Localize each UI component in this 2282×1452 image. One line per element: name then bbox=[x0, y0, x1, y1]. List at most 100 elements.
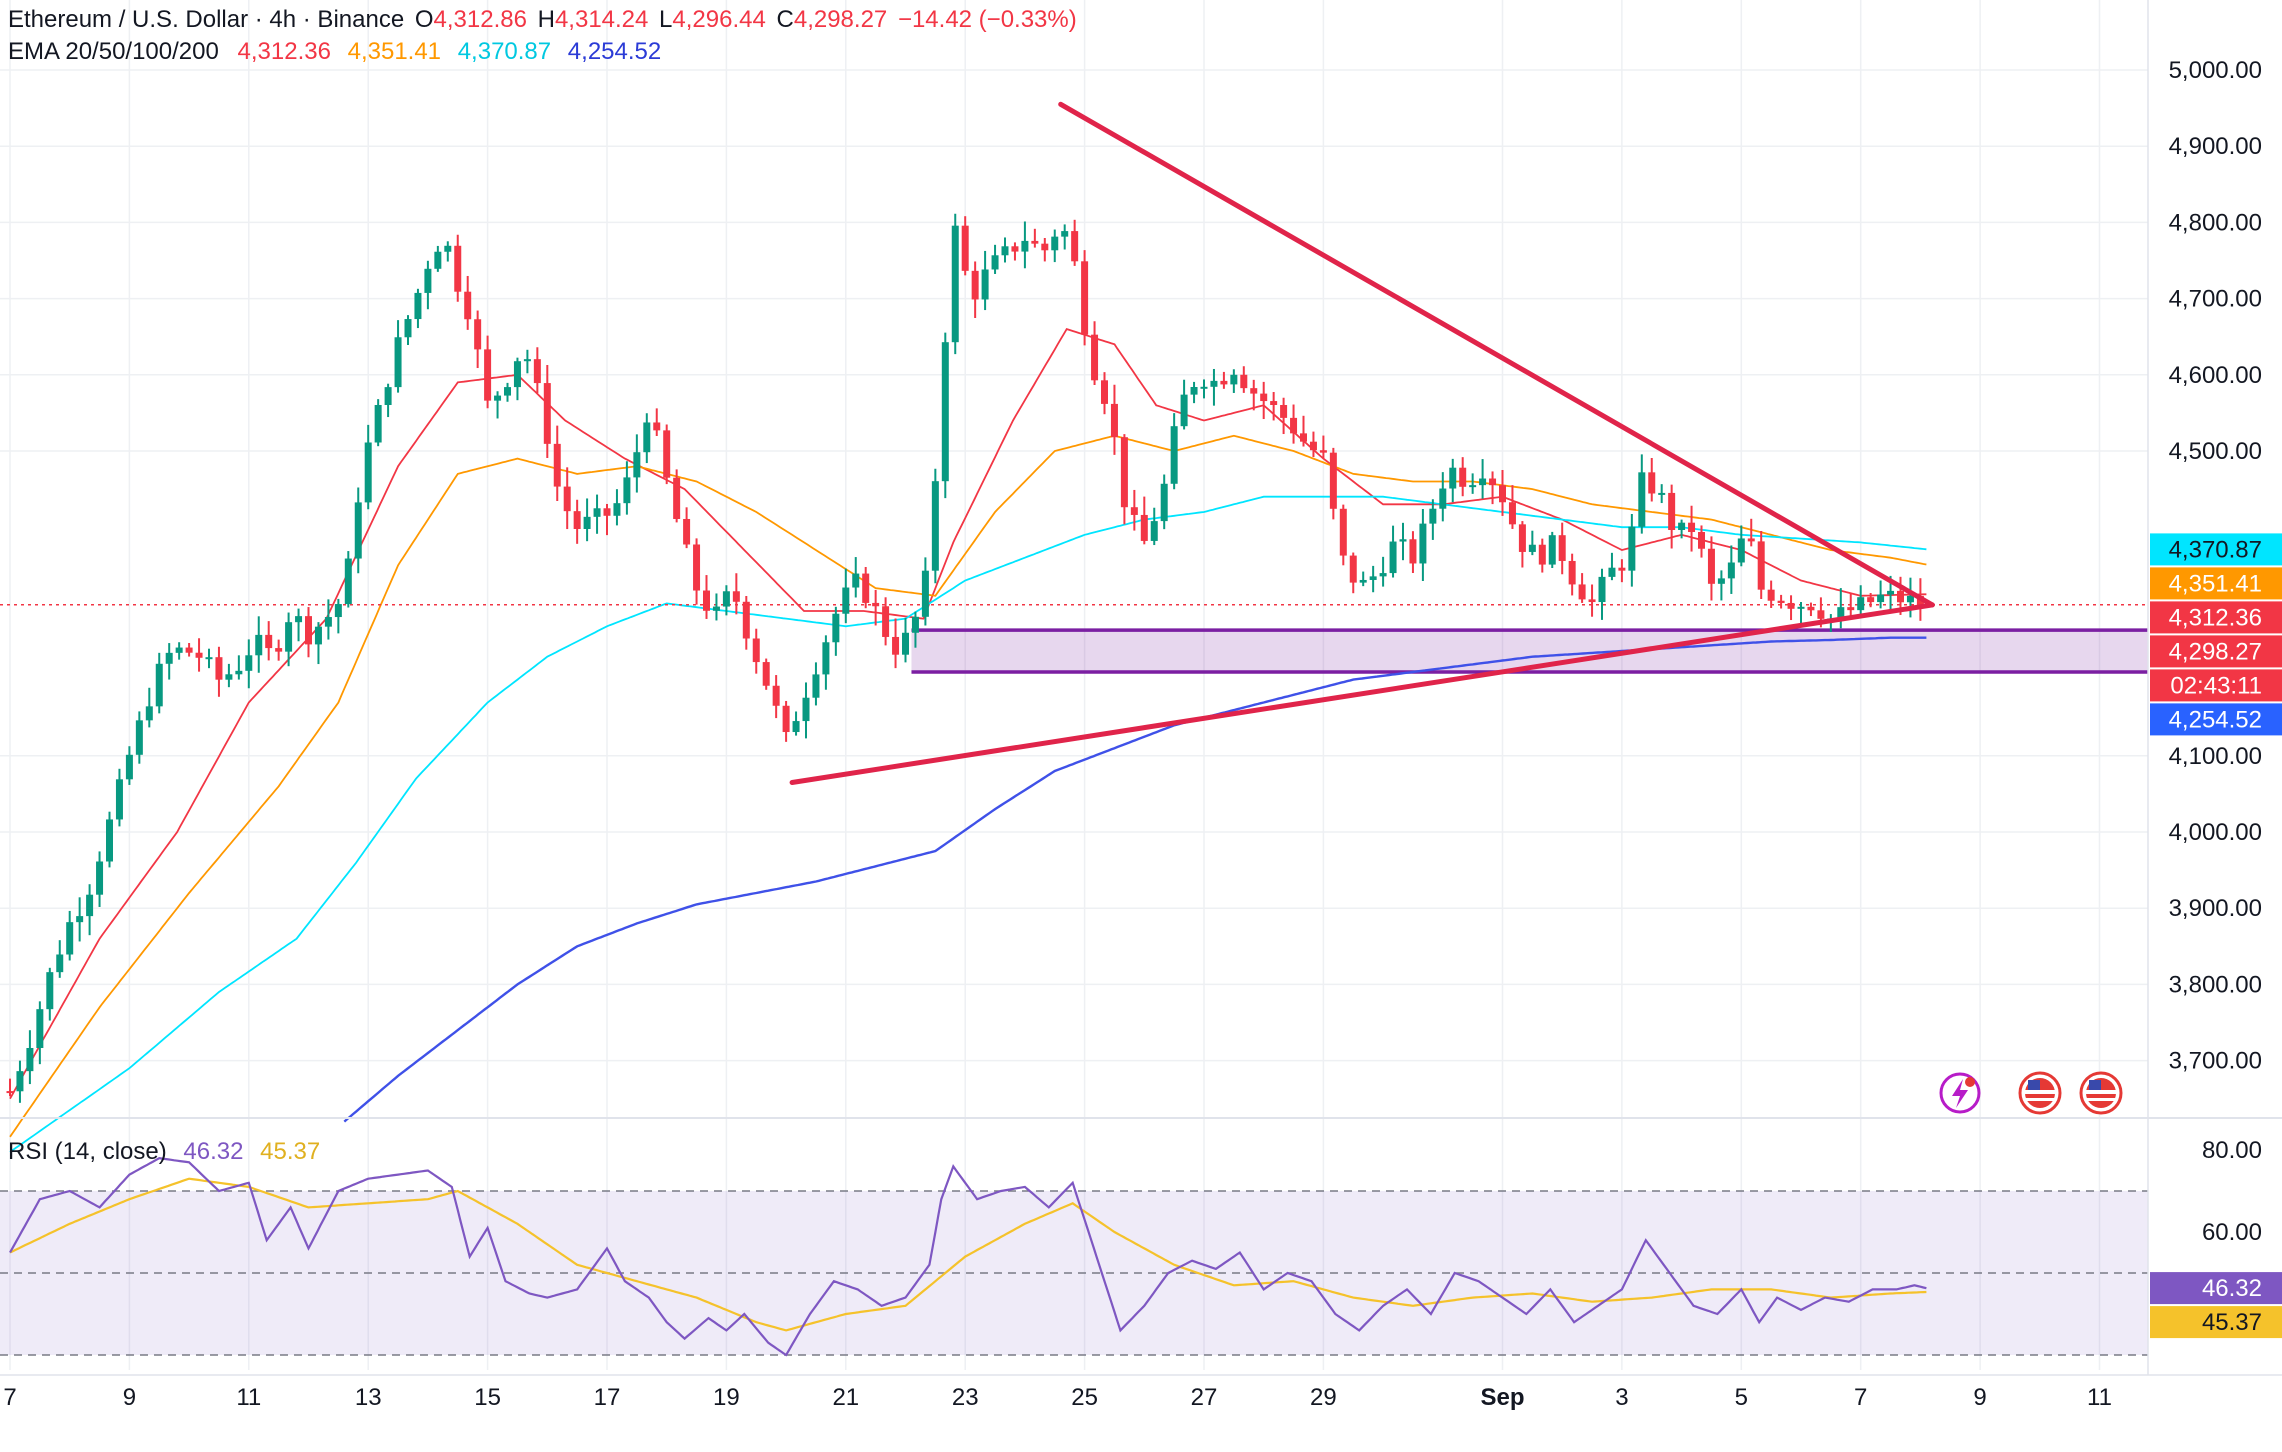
us-flag-icon[interactable] bbox=[2079, 1071, 2123, 1115]
price-axis-badge-text: 4,370.87 bbox=[2169, 536, 2262, 563]
time-tick-label: 15 bbox=[474, 1384, 501, 1411]
open-label: O bbox=[414, 6, 434, 33]
candle-body bbox=[722, 591, 730, 607]
candle-body bbox=[1160, 483, 1168, 522]
candles bbox=[6, 213, 1924, 1103]
candle-body bbox=[1110, 403, 1118, 438]
candle-body bbox=[1439, 488, 1447, 509]
candle-body bbox=[76, 916, 84, 923]
rsi-ma-value: 45.37 bbox=[260, 1138, 321, 1165]
price-tick-label: 4,700.00 bbox=[2169, 286, 2262, 313]
ema200-line bbox=[343, 636, 1927, 1123]
candle-body bbox=[1499, 485, 1506, 503]
low-value: 4,296.44 bbox=[672, 6, 766, 33]
candle-body bbox=[961, 225, 969, 271]
candle-body bbox=[623, 477, 631, 504]
candle-body bbox=[484, 349, 492, 401]
price-tick-label: 4,100.00 bbox=[2169, 743, 2262, 770]
candle-body bbox=[1130, 507, 1138, 515]
us-flag-icon[interactable] bbox=[2018, 1071, 2062, 1115]
candle-body bbox=[504, 387, 511, 396]
candle-body bbox=[1787, 602, 1795, 609]
candle-body bbox=[812, 674, 820, 698]
time-tick-label: 21 bbox=[832, 1384, 859, 1411]
candle-body bbox=[1280, 404, 1288, 418]
candle-body bbox=[832, 613, 840, 643]
candle-body bbox=[1588, 599, 1596, 603]
candle-body bbox=[802, 697, 810, 722]
candle-body bbox=[1628, 526, 1636, 571]
candle-body bbox=[1399, 539, 1407, 542]
price-axis-badge-text: 4,312.36 bbox=[2169, 604, 2262, 631]
candle-body bbox=[1518, 524, 1526, 552]
high-label: H bbox=[537, 6, 555, 33]
time-tick-label: 17 bbox=[594, 1384, 621, 1411]
candle-body bbox=[1021, 240, 1029, 252]
rsi-tick-label: 60.00 bbox=[2202, 1219, 2262, 1246]
candle-body bbox=[1698, 532, 1705, 549]
candle-body bbox=[1379, 573, 1387, 577]
candle-body bbox=[1359, 579, 1367, 583]
ema20-line bbox=[9, 328, 1927, 1100]
price-axis-badge bbox=[2150, 703, 2282, 736]
candle-body bbox=[941, 342, 949, 482]
candle-body bbox=[1051, 236, 1059, 251]
candle-body bbox=[573, 511, 581, 529]
candle-body bbox=[513, 361, 521, 388]
candle-body bbox=[1857, 597, 1865, 611]
event-icons[interactable] bbox=[1939, 1071, 2123, 1115]
ema100-line bbox=[9, 495, 1927, 1153]
time-tick-label: 23 bbox=[952, 1384, 979, 1411]
price-axis-badge bbox=[2150, 669, 2282, 702]
candle-body bbox=[1120, 437, 1128, 508]
candle-body bbox=[712, 606, 720, 611]
price-tick-label: 4,000.00 bbox=[2169, 819, 2262, 846]
candle-body bbox=[1598, 576, 1606, 603]
candle-body bbox=[1180, 394, 1188, 427]
candle-body bbox=[324, 617, 332, 627]
ema200-value: 4,254.52 bbox=[567, 38, 662, 65]
candle-body bbox=[1369, 576, 1377, 580]
candle-body bbox=[235, 670, 243, 675]
candle-body bbox=[56, 954, 64, 973]
candle-body bbox=[1081, 261, 1089, 335]
candle-body bbox=[444, 245, 452, 252]
candle-body bbox=[1737, 538, 1745, 563]
candle-body bbox=[295, 616, 303, 623]
candle-body bbox=[852, 573, 860, 588]
candle-body bbox=[1508, 502, 1516, 525]
candle-body bbox=[1200, 386, 1208, 389]
candle-body bbox=[16, 1071, 24, 1092]
candle-body bbox=[354, 502, 362, 559]
candle-body bbox=[613, 503, 621, 516]
candle-body bbox=[872, 602, 880, 607]
candle-body bbox=[1867, 597, 1875, 603]
price-tick-label: 4,500.00 bbox=[2169, 438, 2262, 465]
price-axis-badge bbox=[2150, 567, 2282, 600]
price-tick-label: 3,900.00 bbox=[2169, 895, 2262, 922]
candle-body bbox=[643, 422, 651, 453]
candle-body bbox=[1449, 467, 1457, 489]
ema-legend[interactable]: EMA 20/50/100/200 4,312.36 4,351.41 4,37… bbox=[8, 38, 665, 66]
time-tick-label: 7 bbox=[3, 1384, 16, 1411]
time-tick-label: 9 bbox=[1973, 1384, 1986, 1411]
price-tick-label: 4,600.00 bbox=[2169, 362, 2262, 389]
candle-body bbox=[1170, 426, 1178, 484]
candle-body bbox=[563, 486, 571, 512]
candle-body bbox=[1190, 387, 1198, 395]
candle-body bbox=[1389, 541, 1397, 574]
rsi-legend[interactable]: RSI (14, close) 46.32 45.37 bbox=[8, 1138, 324, 1166]
candle-body bbox=[822, 642, 830, 675]
candle-body bbox=[1339, 508, 1347, 556]
lightning-icon[interactable] bbox=[1939, 1072, 1981, 1114]
ema-label: EMA 20/50/100/200 bbox=[8, 38, 219, 65]
time-tick-label: 13 bbox=[355, 1384, 382, 1411]
candle-body bbox=[1459, 467, 1467, 487]
candle-body bbox=[1150, 521, 1158, 541]
candle-body bbox=[1419, 523, 1427, 564]
candle-body bbox=[155, 663, 163, 707]
time-tick-label: 7 bbox=[1854, 1384, 1867, 1411]
candle-body bbox=[86, 894, 94, 917]
symbol-title[interactable]: Ethereum / U.S. Dollar · 4h · Binance bbox=[8, 6, 405, 33]
